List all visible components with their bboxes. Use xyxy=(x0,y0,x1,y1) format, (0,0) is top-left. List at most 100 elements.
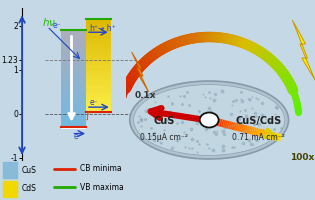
Bar xyxy=(61,83,86,85)
Bar xyxy=(61,94,86,95)
Bar xyxy=(61,64,86,65)
Bar xyxy=(61,32,86,34)
Bar xyxy=(61,120,86,121)
Bar xyxy=(61,69,86,70)
Bar xyxy=(86,48,111,49)
Bar xyxy=(61,85,86,86)
Bar xyxy=(86,99,111,100)
Bar xyxy=(86,84,111,85)
Bar xyxy=(61,126,86,127)
Bar xyxy=(61,114,86,115)
Bar xyxy=(61,34,86,35)
Bar xyxy=(86,100,111,101)
Text: VB maxima: VB maxima xyxy=(80,183,123,192)
Bar xyxy=(86,36,111,38)
Bar xyxy=(86,70,111,71)
Bar xyxy=(61,60,86,62)
Bar xyxy=(61,39,86,40)
Polygon shape xyxy=(132,52,149,92)
Bar xyxy=(61,86,86,87)
Bar xyxy=(86,22,111,24)
Bar xyxy=(61,92,86,93)
Bar xyxy=(86,109,111,110)
Bar xyxy=(86,28,111,29)
Bar xyxy=(61,74,86,75)
Bar xyxy=(86,35,111,36)
Text: CuS: CuS xyxy=(22,166,37,175)
Text: h⁺: h⁺ xyxy=(89,24,98,33)
Bar xyxy=(86,27,111,28)
Bar xyxy=(61,31,86,32)
Bar xyxy=(61,76,86,77)
Bar xyxy=(61,117,86,118)
Text: 0.15μA cm⁻²: 0.15μA cm⁻² xyxy=(140,133,188,142)
Bar xyxy=(86,93,111,94)
Bar xyxy=(86,38,111,39)
Text: CB minima: CB minima xyxy=(80,164,121,173)
Bar xyxy=(61,81,86,82)
Polygon shape xyxy=(87,112,89,120)
Bar xyxy=(86,41,111,42)
Bar xyxy=(86,66,111,68)
Bar xyxy=(86,64,111,65)
Bar xyxy=(61,49,86,51)
Bar xyxy=(86,108,111,109)
Bar xyxy=(61,48,86,49)
Bar xyxy=(86,51,111,53)
Text: CuS: CuS xyxy=(153,116,175,126)
Bar xyxy=(86,46,111,47)
Bar xyxy=(61,118,86,120)
Bar xyxy=(61,100,86,102)
Bar xyxy=(61,106,86,108)
Bar xyxy=(61,88,86,89)
Bar xyxy=(86,61,111,62)
Bar xyxy=(61,63,86,64)
Bar xyxy=(61,112,86,114)
Ellipse shape xyxy=(200,112,219,128)
Bar xyxy=(61,45,86,46)
Text: CdS: CdS xyxy=(22,184,37,193)
Bar xyxy=(86,65,111,66)
Bar xyxy=(86,90,111,91)
Bar xyxy=(61,89,86,91)
Bar xyxy=(61,51,86,52)
Bar xyxy=(86,34,111,35)
Bar xyxy=(61,105,86,106)
Bar xyxy=(61,72,86,74)
Bar xyxy=(61,87,86,88)
Bar xyxy=(61,110,86,111)
Bar xyxy=(61,37,86,39)
Text: 0.1x: 0.1x xyxy=(135,91,156,100)
Bar xyxy=(86,32,111,33)
Bar xyxy=(86,69,111,70)
Bar xyxy=(86,110,111,112)
Text: e⁻: e⁻ xyxy=(53,21,62,30)
Bar xyxy=(61,78,86,80)
Bar xyxy=(61,109,86,110)
Bar xyxy=(61,115,86,116)
Bar xyxy=(86,59,111,61)
Bar xyxy=(86,71,111,72)
Bar xyxy=(61,91,86,92)
Bar xyxy=(86,68,111,69)
Bar xyxy=(86,50,111,51)
Bar xyxy=(61,121,86,122)
Bar xyxy=(86,87,111,88)
Text: e⁻: e⁻ xyxy=(74,132,82,141)
Bar xyxy=(86,88,111,90)
Bar xyxy=(61,30,86,31)
Ellipse shape xyxy=(134,85,285,155)
Bar xyxy=(61,54,86,55)
Bar xyxy=(86,57,111,58)
Bar xyxy=(61,93,86,94)
Bar xyxy=(61,43,86,45)
Bar xyxy=(61,59,86,60)
Bar xyxy=(61,58,86,59)
Bar xyxy=(86,81,111,83)
Bar xyxy=(86,33,111,34)
Bar xyxy=(86,98,111,99)
Bar xyxy=(61,68,86,69)
Bar xyxy=(86,83,111,84)
Bar xyxy=(86,101,111,102)
Bar xyxy=(86,55,111,56)
